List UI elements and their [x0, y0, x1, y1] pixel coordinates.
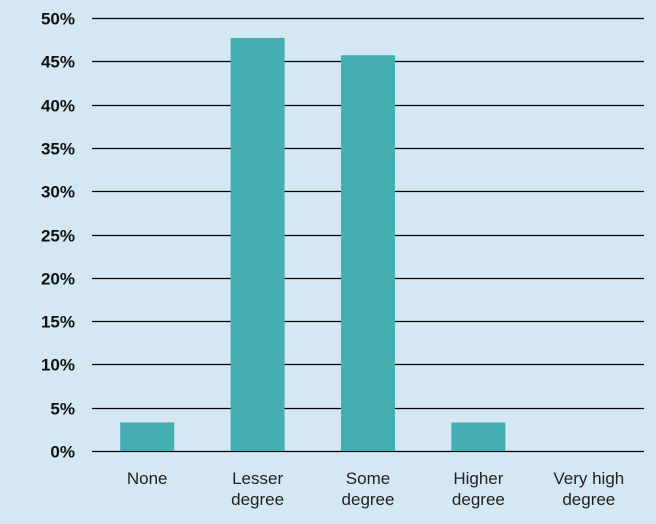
y-tick-label: 30% — [41, 183, 75, 202]
x-tick-label: Higher degree — [452, 469, 505, 509]
y-tick-label: 10% — [41, 356, 75, 375]
x-axis-tick-labels: None Lesser degree Some degree Higher degree Ve… — [127, 469, 624, 509]
y-tick-label: 25% — [41, 227, 75, 246]
y-axis-tick-labels: 0% 5% 10% 15% 20% 25% 30% 35% 40% 45% 50% — [41, 10, 75, 462]
y-tick-label: 0% — [50, 443, 75, 462]
x-tick-label: None — [127, 469, 168, 488]
bar — [451, 422, 506, 451]
y-tick-label: 20% — [41, 270, 75, 289]
bar — [230, 37, 285, 451]
y-tick-label: 5% — [50, 400, 75, 419]
bar — [341, 55, 395, 451]
x-tick-label: Some degree — [342, 469, 395, 509]
y-tick-label: 50% — [41, 10, 75, 29]
y-tick-label: 45% — [41, 53, 75, 72]
y-tick-label: 15% — [41, 313, 75, 332]
bars — [120, 37, 506, 451]
y-tick-label: 35% — [41, 140, 75, 159]
x-tick-label: Lesser degree — [231, 469, 284, 509]
y-tick-label: 40% — [41, 97, 75, 116]
bar — [120, 422, 175, 451]
x-tick-label: Very high degree — [553, 469, 624, 509]
